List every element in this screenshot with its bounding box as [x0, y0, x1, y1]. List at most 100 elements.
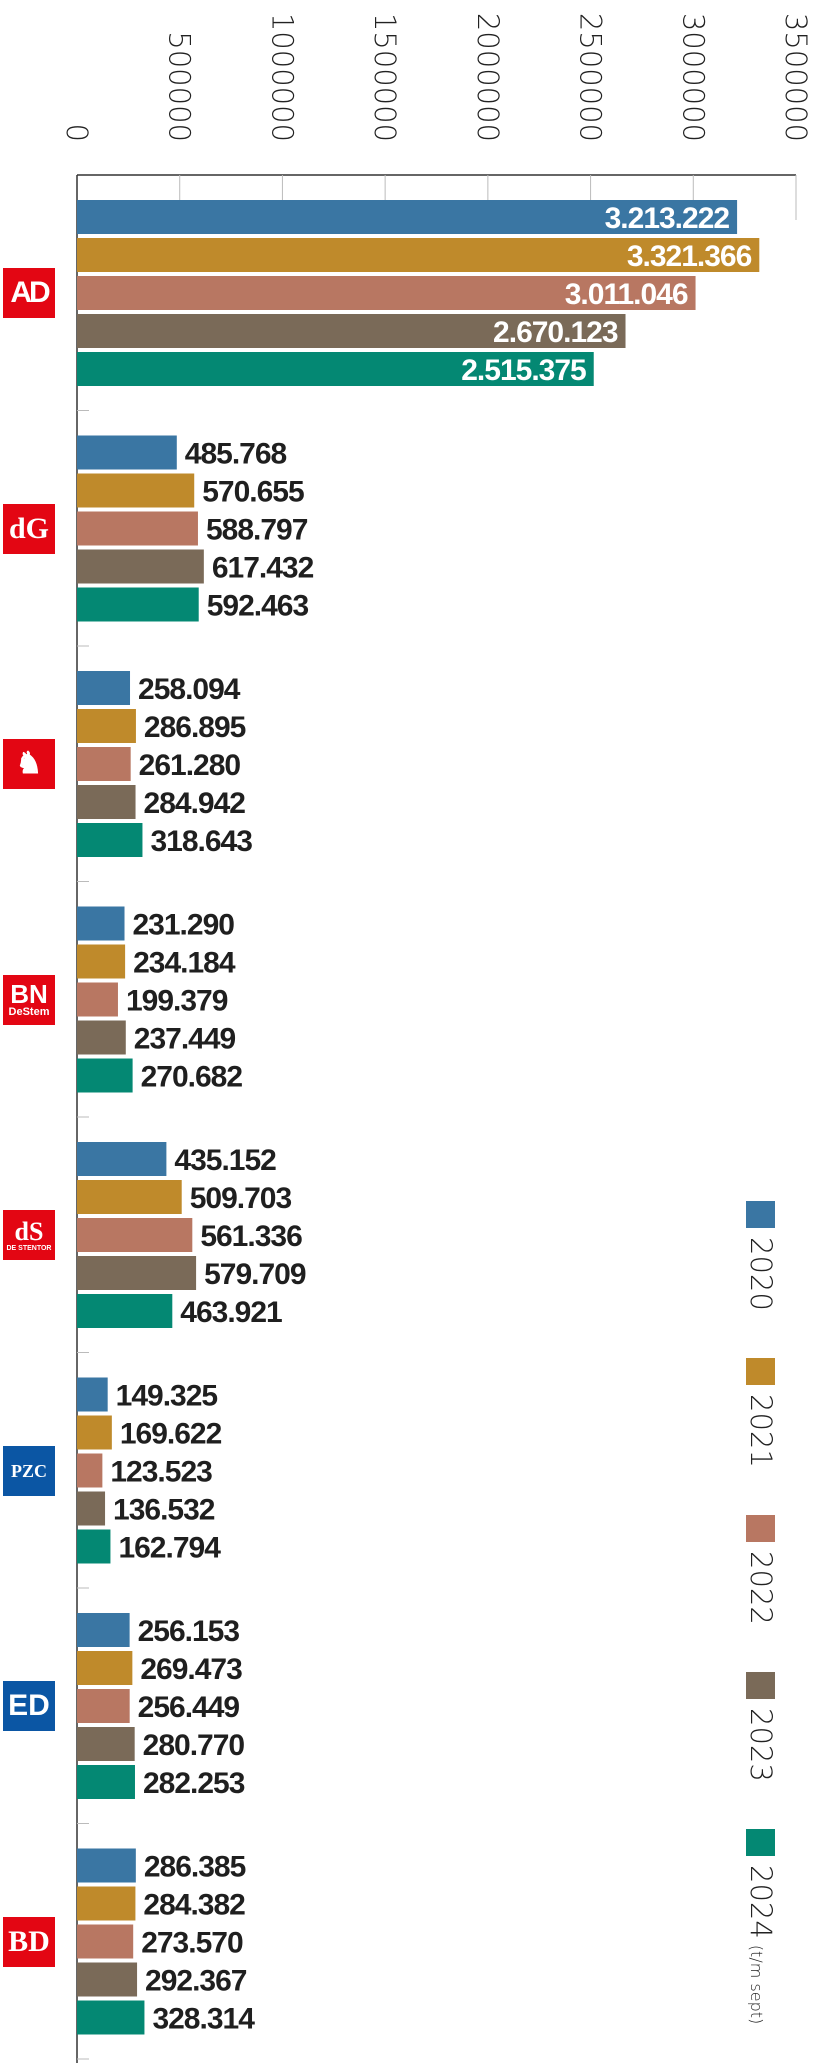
data-label: 286.895 [144, 711, 246, 744]
bar-2022 [77, 982, 118, 1017]
bar-2023 [77, 314, 626, 348]
data-label: 509.703 [190, 1182, 292, 1215]
bar-2024 [77, 1294, 173, 1328]
bar-2023 [77, 1256, 197, 1290]
data-label: 199.379 [126, 985, 228, 1018]
data-label: 485.768 [185, 438, 287, 471]
bar-2022 [77, 1924, 134, 1959]
data-label: 617.432 [212, 552, 314, 585]
legend-label: 2024(t/m sept) [744, 1865, 778, 2024]
bar-2023 [77, 549, 204, 584]
legend-swatch-2024 [746, 1829, 775, 1856]
data-label: 256.153 [138, 1615, 240, 1648]
legend-swatch-2020 [746, 1201, 775, 1228]
bar-2023 [77, 1727, 135, 1761]
tick-label: 1500000 [368, 13, 402, 142]
bar-2021 [77, 473, 195, 508]
bar-2021 [77, 1886, 136, 1921]
logo-bd: BD [3, 1916, 55, 1967]
logo-ad: AD [3, 268, 55, 318]
bar-2020 [77, 1613, 130, 1647]
data-label: 258.094 [138, 673, 241, 706]
bar-2022 [77, 1218, 193, 1252]
logo-ed: ED [3, 1681, 55, 1731]
data-label: 123.523 [110, 1456, 212, 1489]
data-label: 261.280 [139, 749, 241, 782]
tick-label: 3000000 [676, 13, 710, 142]
bar-2021 [77, 1415, 112, 1450]
bar-2024 [77, 587, 199, 622]
bar-2022 [77, 511, 198, 546]
logo-tubantia: ♞ [3, 739, 55, 789]
logo-bn-destem: BN DeStem [3, 974, 55, 1025]
legend-swatch-2022 [746, 1515, 775, 1542]
bar-2021 [77, 238, 760, 272]
tick-label: 0 [60, 124, 94, 142]
data-label: 3.011.046 [565, 278, 688, 311]
data-label: 435.152 [174, 1144, 276, 1177]
data-label: 2.515.375 [461, 354, 586, 387]
bar-2024 [77, 1765, 135, 1799]
data-label: 162.794 [118, 1532, 221, 1565]
data-label: 3.321.366 [627, 240, 752, 273]
bar-2022 [77, 1453, 103, 1488]
legend-swatch-2023 [746, 1672, 775, 1699]
bar-2020 [77, 435, 177, 470]
data-label: 292.367 [145, 1965, 247, 1998]
legend-label: 2023 [744, 1708, 778, 1782]
data-label: 328.314 [152, 2003, 255, 2036]
data-label: 592.463 [207, 590, 309, 623]
bar-2020 [77, 671, 131, 705]
data-label: 3.213.222 [605, 202, 730, 235]
bar-2024 [77, 1058, 133, 1093]
bar-2023 [77, 1962, 138, 1997]
data-label: 169.622 [120, 1418, 222, 1451]
data-label: 463.921 [180, 1296, 282, 1329]
data-label: 2.670.123 [493, 316, 618, 349]
bar-2022 [77, 747, 131, 781]
legend-label: 2021 [744, 1394, 778, 1468]
bar-2023 [77, 1020, 126, 1055]
tick-label: 500000 [163, 31, 197, 142]
logo-dg: dG [3, 503, 55, 554]
data-label: 136.532 [113, 1494, 215, 1527]
bar-2023 [77, 785, 136, 819]
legend-swatch-2021 [746, 1358, 775, 1385]
bar-2020 [77, 906, 125, 941]
bar-2020 [77, 1377, 108, 1412]
bar-2020 [77, 1142, 167, 1176]
data-label: 284.382 [143, 1889, 245, 1922]
bar-2022 [77, 276, 696, 310]
bar-2024 [77, 1529, 111, 1564]
data-label: 570.655 [202, 476, 304, 509]
data-label: 318.643 [150, 825, 252, 858]
data-label: 273.570 [141, 1927, 243, 1960]
logo-pzc: PZC [3, 1445, 55, 1496]
data-label: 280.770 [143, 1729, 245, 1762]
tick-label: 2500000 [574, 13, 608, 142]
data-label: 588.797 [206, 514, 308, 547]
data-label: 282.253 [143, 1767, 245, 1800]
tick-label: 2000000 [471, 13, 505, 142]
tick-label: 1000000 [265, 13, 299, 142]
data-label: 270.682 [141, 1061, 243, 1094]
data-label: 256.449 [138, 1691, 240, 1724]
tick-label: 3500000 [779, 13, 813, 142]
legend-label: 2020 [744, 1237, 778, 1311]
bar-2024 [77, 2000, 145, 2035]
bar-2021 [77, 709, 136, 743]
bar-2024 [77, 352, 594, 386]
legend-label: 2022 [744, 1551, 778, 1625]
bar-2021 [77, 1651, 133, 1685]
data-label: 286.385 [144, 1851, 246, 1884]
bar-2021 [77, 1180, 182, 1214]
bar-2023 [77, 1491, 106, 1526]
data-label: 149.325 [116, 1380, 218, 1413]
bar-2024 [77, 823, 143, 857]
data-label: 234.184 [133, 947, 236, 980]
data-label: 561.336 [200, 1220, 302, 1253]
data-label: 579.709 [204, 1258, 306, 1291]
bar-2021 [77, 944, 126, 979]
data-label: 237.449 [134, 1023, 236, 1056]
